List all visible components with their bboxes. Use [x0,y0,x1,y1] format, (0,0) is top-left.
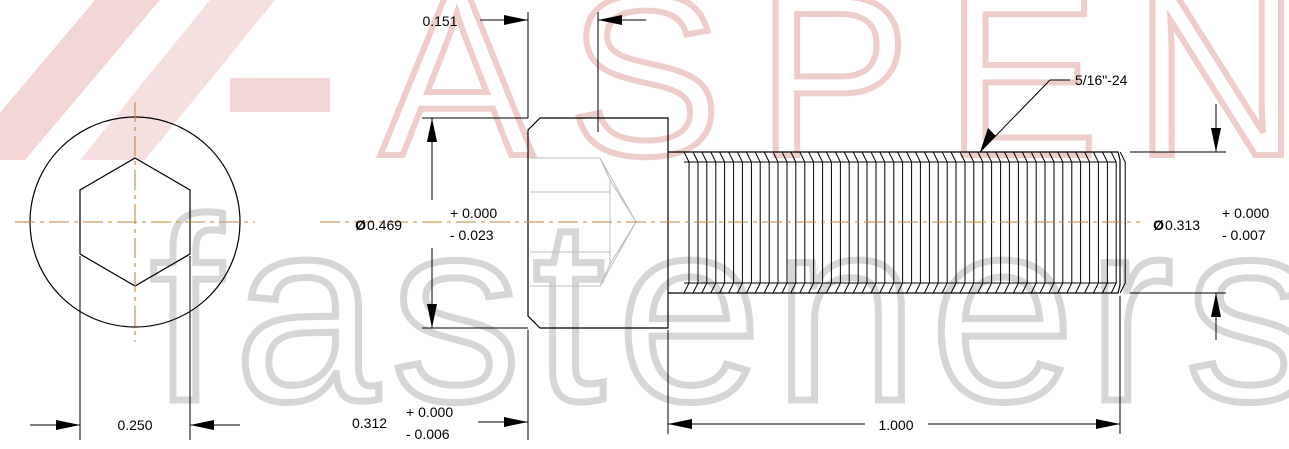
thread-turn [879,151,895,294]
thread-diameter-nominal: 0.313 [1165,217,1200,233]
thread-dia-arrow-top [1211,128,1221,152]
head-length-tolerance-plus: + 0.000 [406,404,453,420]
thread-turn [914,151,930,294]
thread-diameter-symbol: Ø [1153,217,1164,233]
shank-length-arrow-right [1096,419,1120,429]
screw-head [527,117,669,329]
head-height-arrow-right [598,15,622,25]
thread-diameter-tolerance-minus: - 0.007 [1222,227,1266,243]
head-dia-arrow-bottom [427,304,437,328]
head-length-arrow [504,417,528,427]
thread-turn [950,151,966,294]
head-length-tolerance-minus: - 0.006 [406,426,450,442]
end-view: 0.250 [15,102,255,440]
thread-diameter-tolerance-plus: + 0.000 [1222,205,1269,221]
head-diameter-tolerance-plus: + 0.000 [450,205,497,221]
head-diameter-nominal: 0.469 [367,217,402,233]
watermark-brand-top: ASPEN [380,0,1289,204]
hex-dim-arrow-right [190,420,214,430]
shank-length-arrow-left [668,419,692,429]
hex-socket-dimension: 0.250 [117,417,152,433]
shank-length-dimension: 1.000 [878,417,913,433]
head-diameter-symbol: Ø [355,217,366,233]
watermark-a-mark [0,0,330,160]
watermark-brand-bottom: fasteners [150,166,1289,449]
hex-dim-arrow-left [56,420,80,430]
head-diameter-tolerance-minus: - 0.023 [450,227,494,243]
thread-dia-arrow-bottom [1211,293,1221,317]
thread-callout-arrow [980,128,996,152]
head-height-dimension: 0.151 [422,13,457,29]
head-height-arrow-left [504,15,528,25]
side-view: 0.151 Ø 0.469 + 0.000 - 0.023 0.312 + 0.… [320,12,1269,442]
head-dia-arrow-top [427,118,437,142]
head-length-nominal: 0.312 [352,415,387,431]
thread-callout: 5/16"-24 [1075,72,1128,88]
